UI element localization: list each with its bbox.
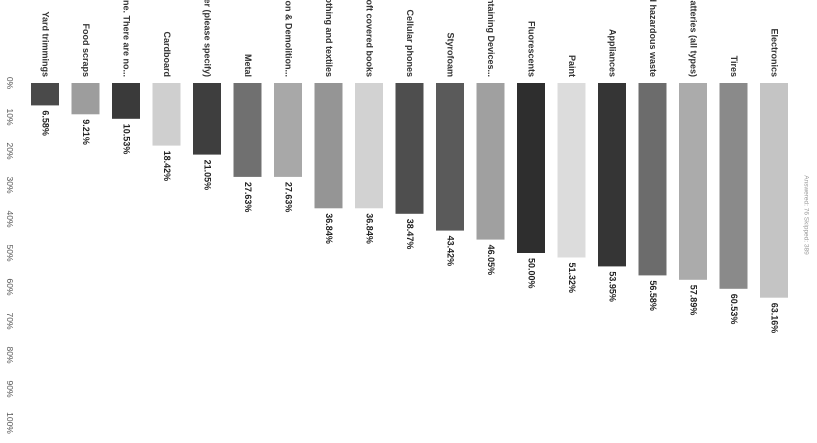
value-label: 10.53% — [122, 124, 132, 155]
category-labels-group: Yard trimmings Food scraps None. There are… — [41, 0, 780, 77]
value-axis-tick-label: 0% — [5, 77, 15, 90]
value-label: 21.05% — [203, 160, 213, 191]
value-label: 27.63% — [243, 182, 253, 213]
category-label: Fluorescents — [527, 21, 537, 77]
value-labels-group: 6.58% 9.21% 10.53% 18.42% 21.05% 27.63% 27.63%… — [41, 110, 780, 333]
bars-group — [31, 83, 788, 298]
value-axis-tick-label: 60% — [5, 278, 15, 295]
bar — [679, 83, 707, 280]
value-label: 6.58% — [41, 110, 51, 136]
value-label: 38.47% — [405, 219, 415, 250]
value-axis-ticks-group: 0% 10% 20% 30% 40% 50% 60% 70% 80% 90% 100% — [5, 77, 15, 434]
value-label: 53.95% — [608, 271, 618, 302]
bar — [760, 83, 788, 298]
value-label: 27.63% — [284, 182, 294, 213]
value-axis-tick-label: 70% — [5, 312, 15, 329]
category-label: Metal — [243, 54, 253, 77]
value-label: 50.00% — [527, 258, 537, 289]
category-label: Batteries (all types) — [689, 0, 699, 77]
bar — [193, 83, 221, 155]
value-label: 43.42% — [446, 236, 456, 267]
value-label: 9.21% — [81, 119, 91, 145]
category-label: Food scraps — [81, 23, 91, 77]
category-label: Mercury-Containing Devices... — [486, 0, 496, 77]
category-label: Used clothing and textiles — [324, 0, 334, 77]
bar — [152, 83, 181, 146]
value-axis-tick-label: 80% — [5, 346, 15, 363]
category-label: Hard and soft covered books — [365, 0, 375, 77]
category-label: Cellular phones — [405, 9, 415, 77]
bar — [233, 83, 262, 177]
bar — [557, 83, 586, 258]
responses-footer: Answered: 76 Skipped: 389 — [802, 175, 809, 255]
value-axis-tick-label: 20% — [5, 142, 15, 159]
value-axis-tick-label: 10% — [5, 108, 15, 125]
value-axis-tick-label: 30% — [5, 176, 15, 193]
value-label: 18.42% — [162, 151, 172, 182]
bar — [598, 83, 626, 267]
value-label: 36.84% — [324, 213, 334, 244]
category-label: Electronics — [770, 28, 780, 77]
bar — [355, 83, 383, 209]
category-label: Construction & Demolition... — [284, 0, 294, 77]
bar — [71, 83, 100, 115]
category-label: None. There are no... — [122, 0, 132, 77]
bar — [517, 83, 545, 253]
value-label: 36.84% — [365, 213, 375, 244]
category-label: Styrofoam — [446, 32, 456, 77]
category-label: Appliances — [608, 29, 618, 77]
value-axis-tick-label: 100% — [5, 412, 15, 434]
value-label: 56.58% — [648, 280, 658, 311]
category-label: Other (please specify) — [203, 0, 213, 77]
category-label: Paint — [567, 55, 577, 77]
value-axis-tick-label: 90% — [5, 380, 15, 397]
bar — [112, 83, 140, 119]
category-label: Yard trimmings — [41, 11, 51, 77]
value-label: 63.16% — [770, 303, 780, 334]
value-axis-tick-label: 40% — [5, 210, 15, 227]
bar — [638, 83, 667, 276]
bar — [436, 83, 464, 231]
bar — [274, 83, 302, 177]
category-label: Household hazardous waste — [648, 0, 658, 77]
value-label: 57.89% — [689, 285, 699, 316]
category-label: Cardboard — [162, 31, 172, 77]
bar — [314, 83, 343, 209]
value-label: 46.05% — [486, 245, 496, 276]
bar — [719, 83, 748, 289]
bar — [31, 83, 59, 106]
value-axis-tick-label: 50% — [5, 244, 15, 261]
value-label: 51.32% — [567, 263, 577, 294]
value-label: 60.53% — [729, 294, 739, 325]
bar — [395, 83, 424, 214]
category-label: Tires — [729, 56, 739, 77]
bar — [476, 83, 505, 240]
